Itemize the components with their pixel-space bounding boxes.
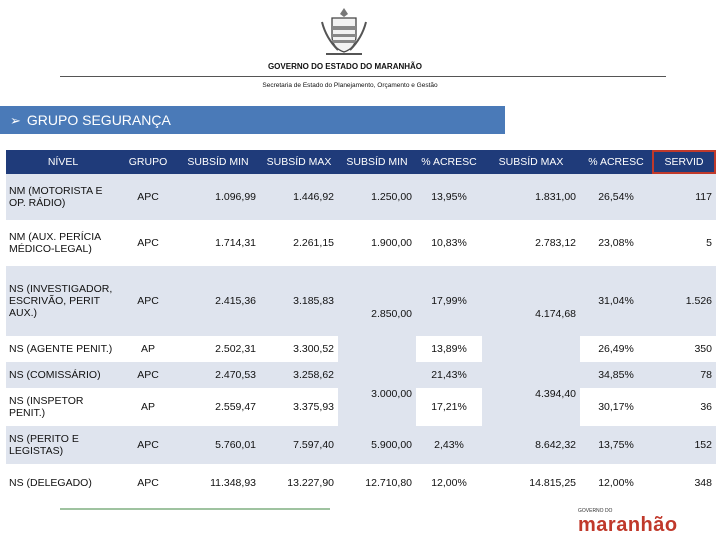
cell-nivel: NS (PERITO E LEGISTAS) (6, 426, 120, 464)
cell-max2: 8.642,32 (482, 426, 580, 464)
banner-title: GRUPO SEGURANÇA (26, 112, 171, 128)
cell-min1: 11.348,93 (176, 464, 260, 502)
cell-servid: 117 (652, 174, 716, 220)
col-acresc-min: % ACRESC (416, 150, 482, 174)
cell-acr1: 12,00% (416, 464, 482, 502)
table-row: NM (MOTORISTA E OP. RÁDIO) APC 1.096,99 … (6, 174, 716, 220)
cell-acr1: 13,89% (416, 336, 482, 362)
table-row: NS (PERITO E LEGISTAS) APC 5.760,01 7.59… (6, 426, 716, 464)
cell-min1: 1.714,31 (176, 220, 260, 266)
cell-acr1: 13,95% (416, 174, 482, 220)
cell-max2: 1.831,00 (482, 174, 580, 220)
cell-grupo: AP (120, 336, 176, 362)
cell-min1: 5.760,01 (176, 426, 260, 464)
table-row: NM (AUX. PERÍCIA MÉDICO-LEGAL) APC 1.714… (6, 220, 716, 266)
cell-min1: 2.415,36 (176, 266, 260, 336)
cell-acr2: 34,85% (580, 362, 652, 388)
cell-servid: 78 (652, 362, 716, 388)
cell-servid: 5 (652, 220, 716, 266)
cell-nivel: NS (INVESTIGADOR, ESCRIVÃO, PERIT AUX.) (6, 266, 120, 336)
table-row: NS (AGENTE PENIT.) AP 2.502,31 3.300,52 … (6, 336, 716, 362)
cell-min2: 12.710,80 (338, 464, 416, 502)
cell-acr1: 10,83% (416, 220, 482, 266)
col-subsid-min-new: SUBSÍD MIN (338, 150, 416, 174)
cell-acr2: 23,08% (580, 220, 652, 266)
cell-servid: 1.526 (652, 266, 716, 336)
cell-min1: 2.559,47 (176, 388, 260, 426)
cell-max2-merged: 4.394,40 (482, 362, 580, 426)
cell-max1: 1.446,92 (260, 174, 338, 220)
cell-acr2: 13,75% (580, 426, 652, 464)
cell-min2: 1.250,00 (338, 174, 416, 220)
cell-max1: 3.375,93 (260, 388, 338, 426)
cell-max1: 7.597,40 (260, 426, 338, 464)
salary-table: NÍVEL GRUPO SUBSÍD MIN SUBSÍD MAX SUBSÍD… (6, 150, 716, 502)
maranhao-logo: GOVERNO DO maranhão (578, 508, 702, 538)
cell-nivel: NS (DELEGADO) (6, 464, 120, 502)
col-grupo: GRUPO (120, 150, 176, 174)
logo-wordmark: maranhão (578, 514, 678, 536)
cell-acr2: 26,49% (580, 336, 652, 362)
col-nivel: NÍVEL (6, 150, 120, 174)
cell-min2-merged: 2.850,00 (338, 266, 416, 362)
cell-acr1: 2,43% (416, 426, 482, 464)
table-header-row: NÍVEL GRUPO SUBSÍD MIN SUBSÍD MAX SUBSÍD… (6, 150, 716, 174)
arrow-bullet-icon: ➢ (10, 113, 21, 128)
cell-max2-merged: 4.174,68 (482, 266, 580, 362)
table-row: NS (DELEGADO) APC 11.348,93 13.227,90 12… (6, 464, 716, 502)
cell-min2: 5.900,00 (338, 426, 416, 464)
table-row: NS (INSPETOR PENIT.) AP 2.559,47 3.375,9… (6, 388, 716, 426)
section-banner: ➢ GRUPO SEGURANÇA (0, 106, 505, 134)
cell-nivel: NM (AUX. PERÍCIA MÉDICO-LEGAL) (6, 220, 120, 266)
cell-max1: 3.300,52 (260, 336, 338, 362)
col-subsid-min: SUBSÍD MIN (176, 150, 260, 174)
cell-grupo: APC (120, 174, 176, 220)
cell-acr2: 30,17% (580, 388, 652, 426)
cell-acr1: 21,43% (416, 362, 482, 388)
cell-acr2: 12,00% (580, 464, 652, 502)
cell-nivel: NM (MOTORISTA E OP. RÁDIO) (6, 174, 120, 220)
cell-max1: 13.227,90 (260, 464, 338, 502)
footer-rule (60, 508, 330, 510)
cell-min1: 1.096,99 (176, 174, 260, 220)
cell-acr2: 31,04% (580, 266, 652, 336)
cell-acr2: 26,54% (580, 174, 652, 220)
cell-max1: 3.258,62 (260, 362, 338, 388)
cell-grupo: APC (120, 426, 176, 464)
cell-min2: 1.900,00 (338, 220, 416, 266)
cell-servid: 152 (652, 426, 716, 464)
cell-nivel: NS (AGENTE PENIT.) (6, 336, 120, 362)
cell-grupo: APC (120, 220, 176, 266)
cell-max1: 3.185,83 (260, 266, 338, 336)
cell-servid: 348 (652, 464, 716, 502)
cell-grupo: APC (120, 362, 176, 388)
col-acresc-max: % ACRESC (580, 150, 652, 174)
cell-min1: 2.502,31 (176, 336, 260, 362)
col-subsid-max: SUBSÍD MAX (260, 150, 338, 174)
cell-min2-merged: 3.000,00 (338, 362, 416, 426)
cell-acr1: 17,99% (416, 266, 482, 336)
logo-caption: GOVERNO DO (578, 508, 613, 514)
cell-max2: 14.815,25 (482, 464, 580, 502)
state-coat-of-arms-icon (321, 8, 367, 55)
cell-nivel: NS (COMISSÁRIO) (6, 362, 120, 388)
table-row: NS (INVESTIGADOR, ESCRIVÃO, PERIT AUX.) … (6, 266, 716, 362)
header-divider (60, 76, 666, 77)
cell-max1: 2.261,15 (260, 220, 338, 266)
cell-servid: 36 (652, 388, 716, 426)
col-subsid-max-new: SUBSÍD MAX (482, 150, 580, 174)
government-title: GOVERNO DO ESTADO DO MARANHÃO (267, 62, 423, 71)
cell-servid: 350 (652, 336, 716, 362)
cell-nivel: NS (INSPETOR PENIT.) (6, 388, 120, 426)
table-row: NS (COMISSÁRIO) APC 2.470,53 3.258,62 3.… (6, 362, 716, 426)
col-servid: SERVID (652, 150, 716, 174)
cell-grupo: AP (120, 388, 176, 426)
cell-grupo: APC (120, 464, 176, 502)
cell-grupo: APC (120, 266, 176, 336)
cell-max2: 2.783,12 (482, 220, 580, 266)
cell-min1: 2.470,53 (176, 362, 260, 388)
secretaria-subtitle: Secretaria de Estado do Planejamento, Or… (262, 82, 438, 89)
cell-acr1: 17,21% (416, 388, 482, 426)
